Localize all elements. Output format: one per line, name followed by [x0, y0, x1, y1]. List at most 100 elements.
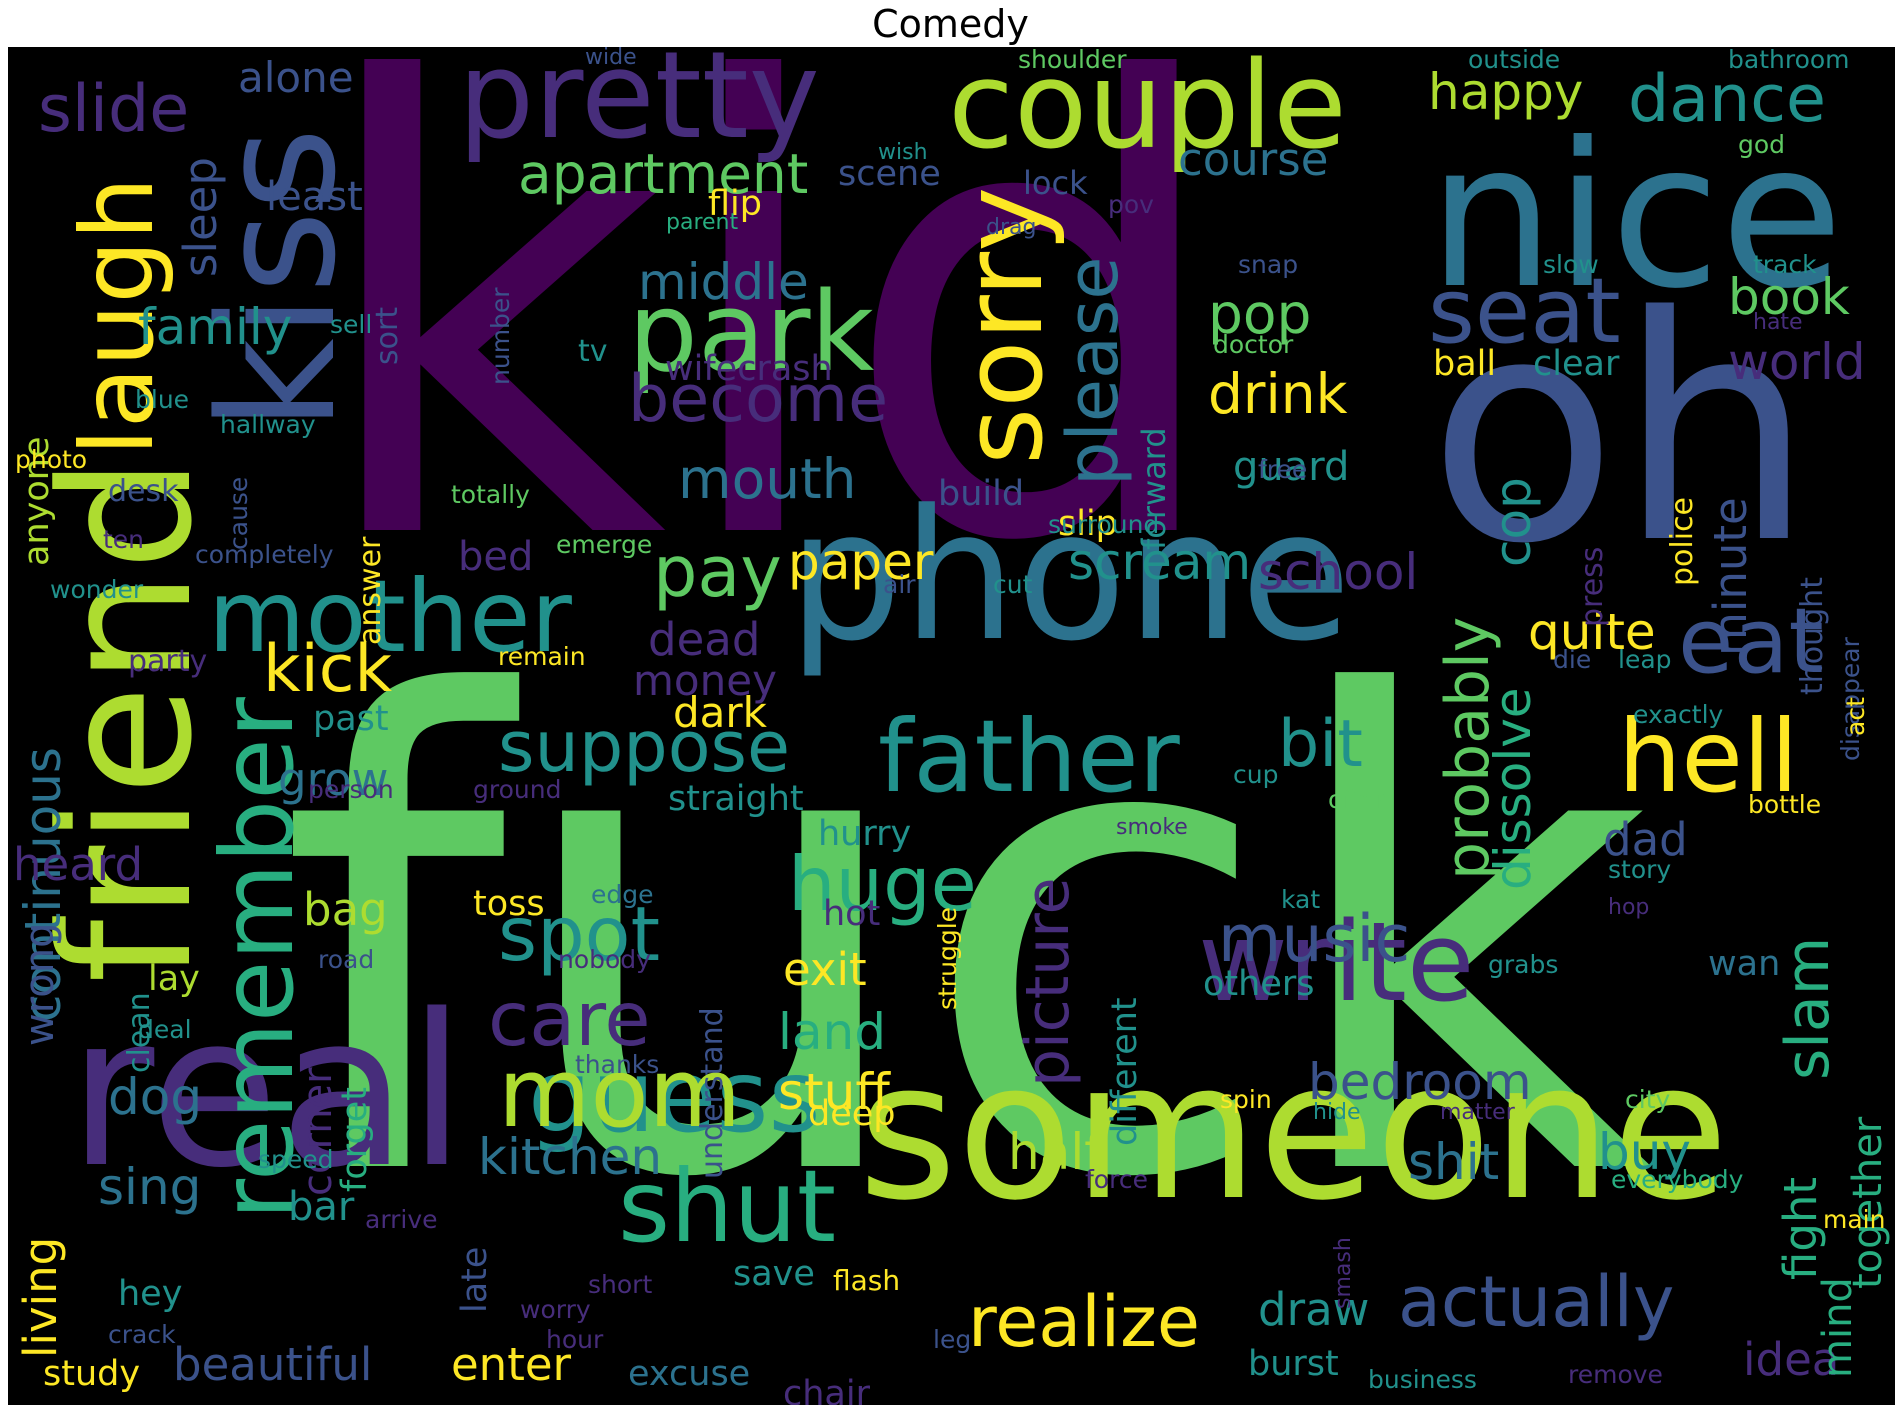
word-cause: cause [224, 476, 253, 550]
word-sleep: sleep [174, 157, 227, 277]
word-minute: minute [1704, 497, 1757, 656]
word-police: police [1665, 496, 1700, 586]
word-scream: scream [1068, 533, 1252, 591]
word-hot: hot [823, 894, 881, 934]
word-huge: huge [788, 840, 977, 928]
word-ground: ground [473, 775, 562, 804]
word-short: short [588, 1270, 653, 1299]
word-enter: enter [451, 1338, 572, 1391]
word-drink: drink [1208, 362, 1348, 426]
word-paper: paper [788, 533, 934, 591]
word-person: person [308, 775, 394, 804]
word-fight: fight [1774, 1176, 1827, 1280]
word-nice: nice [1428, 100, 1844, 333]
word-dog: dog [108, 1068, 203, 1126]
word-idea: idea [1743, 1333, 1840, 1386]
word-wish: wish [878, 140, 928, 165]
word-main: main [1823, 1205, 1886, 1234]
word-flash: flash [833, 1264, 901, 1297]
word-music: music [1218, 902, 1411, 977]
word-act: act [1841, 697, 1870, 736]
word-become: become [628, 362, 889, 437]
word-save: save [733, 1254, 815, 1294]
word-ten: ten [103, 525, 145, 554]
word-dissolve: dissolve [1484, 687, 1542, 890]
word-heard: heard [13, 838, 144, 891]
word-grow: grow [278, 753, 389, 806]
word-forget: forget [335, 1087, 375, 1192]
word-book: book [1728, 268, 1850, 326]
word-pretty: pretty [458, 47, 820, 166]
word-eat: eat [1678, 589, 1824, 694]
word-emerge: emerge [556, 530, 653, 559]
word-free: free [1258, 455, 1308, 484]
word-outside: outside [1468, 47, 1561, 74]
word-worry: worry [520, 1295, 591, 1324]
word-pov: pov [1108, 190, 1154, 219]
word-story: story [1608, 855, 1672, 884]
word-totally: totally [451, 480, 530, 509]
word-surround: surround [1048, 510, 1160, 539]
word-build: build [938, 474, 1025, 514]
word-press: press [1575, 546, 1610, 627]
word-others: others [1203, 964, 1315, 1004]
word-actually: actually [1398, 1261, 1675, 1343]
word-straight: straight [668, 779, 804, 819]
word-thought: thought [1795, 577, 1830, 695]
word-matter: matter [1440, 1100, 1515, 1125]
word-speed: speed [258, 1145, 334, 1174]
word-dad: dad [1603, 813, 1688, 866]
word-spot: spot [498, 890, 660, 978]
word-phone: phone [788, 472, 1352, 681]
word-excuse: excuse [628, 1354, 751, 1394]
word-school: school [1258, 543, 1419, 601]
word-spin: spin [1220, 1085, 1272, 1114]
word-desk: desk [108, 474, 179, 509]
word-stuff: stuff [778, 1063, 890, 1121]
word-picture: picture [1013, 877, 1083, 1087]
word-snap: snap [1238, 250, 1299, 279]
word-wide: wide [585, 47, 637, 70]
word-flip: flip [708, 184, 762, 224]
word-world: world [1728, 333, 1866, 391]
word-answer: answer [353, 536, 388, 645]
word-slow: slow [1543, 250, 1599, 279]
word-fuck: fuck [278, 564, 1653, 1320]
word-study: study [43, 1354, 141, 1394]
word-half: half [1008, 1123, 1102, 1181]
word-leg: leg [933, 1325, 972, 1354]
word-tv: tv [578, 334, 608, 369]
word-hour: hour [546, 1325, 604, 1354]
word-everybody: everybody [1611, 1165, 1744, 1194]
word-late: late [455, 1246, 495, 1313]
word-land: land [778, 1003, 886, 1061]
word-scene: scene [838, 154, 941, 194]
word-slam: slam [1773, 936, 1843, 1080]
word-bedroom: bedroom [1308, 1053, 1532, 1111]
word-parent: parent [666, 210, 739, 235]
word-corner: corner [295, 1067, 341, 1196]
word-family: family [138, 298, 293, 356]
word-god: god [1738, 130, 1786, 159]
word-slide: slide [38, 72, 190, 147]
word-middle: middle [638, 253, 809, 311]
word-lock: lock [1023, 164, 1088, 202]
word-hallway: hallway [220, 410, 316, 439]
word-blue: blue [135, 385, 190, 414]
word-past: past [313, 699, 389, 739]
word-business: business [1368, 1365, 1477, 1394]
word-father: father [878, 698, 1180, 815]
word-buy: buy [1598, 1123, 1692, 1181]
word-together: together [1845, 1116, 1891, 1289]
word-mom: mom [498, 1039, 742, 1149]
word-wan: wan [1708, 944, 1781, 984]
word-nobody: nobody [558, 945, 651, 974]
word-pop: pop [1208, 282, 1312, 346]
word-different: different [1105, 997, 1145, 1146]
word-thanks: thanks [575, 1050, 660, 1079]
word-park: park [628, 268, 875, 396]
word-cop: cop [1484, 477, 1542, 567]
word-wonder: wonder [50, 575, 144, 604]
word-hey: hey [118, 1274, 183, 1314]
word-mother: mother [208, 558, 572, 675]
